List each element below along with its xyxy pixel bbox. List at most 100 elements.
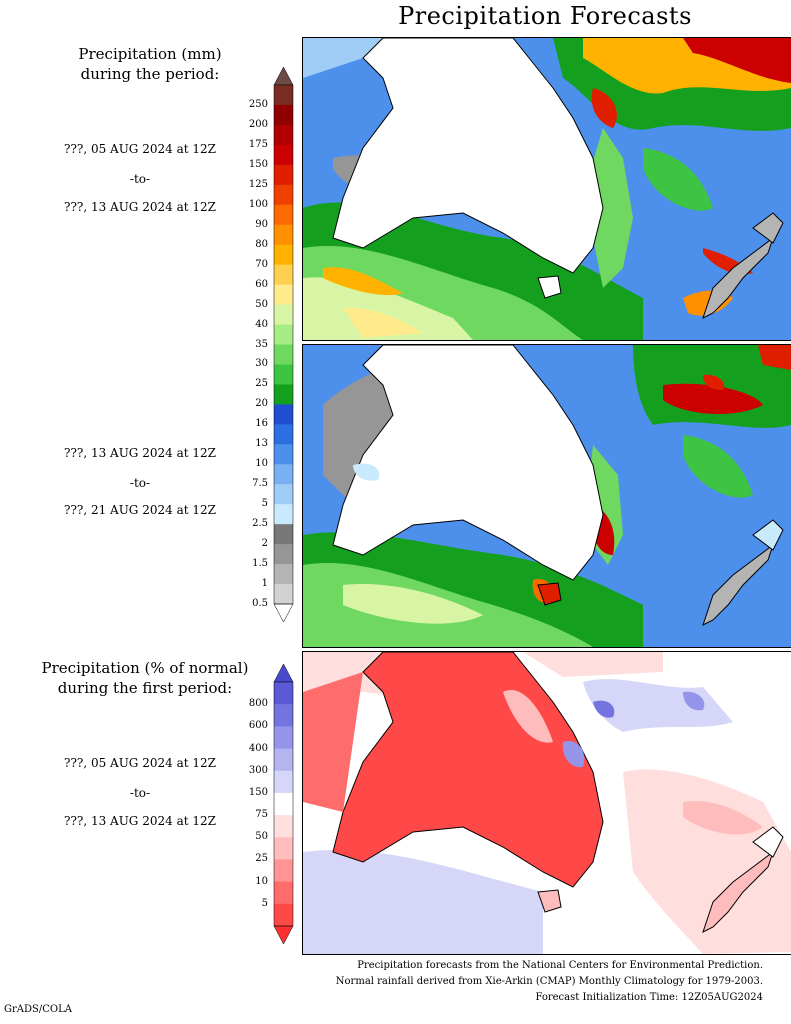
pct-colorbar-swatch — [274, 682, 293, 705]
mm-colorbar-label: 200 — [248, 118, 268, 130]
mm-colorbar-swatch — [274, 244, 293, 266]
mm-colorbar-swatch — [274, 124, 293, 146]
pct-colorbar-label: 400 — [248, 742, 268, 754]
pct-heading: Precipitation (% of normal) during the f… — [0, 658, 290, 698]
pct-colorbar-label: 5 — [261, 897, 268, 909]
mm-colorbar-swatch — [274, 85, 293, 106]
mm-colorbar-label: 100 — [248, 198, 268, 210]
credit: GrADS/COLA — [4, 1004, 72, 1015]
mm-colorbar-label: 50 — [255, 298, 268, 310]
pct-colorbar-label: 50 — [255, 831, 268, 843]
mm-colorbar-swatch — [274, 104, 293, 126]
footer-line1: Precipitation forecasts from the Nationa… — [357, 960, 763, 971]
mm-colorbar-swatch — [274, 284, 293, 306]
pct-colorbar-swatch — [274, 726, 293, 750]
pct-colorbar-label: 800 — [248, 698, 268, 710]
pct-colorbar-swatch — [274, 837, 293, 860]
mm-colorbar-label: 40 — [255, 318, 268, 330]
mm-colorbar-swatch — [274, 184, 293, 206]
pct-heading-line2: during the first period: — [57, 679, 233, 697]
mm-colorbar-swatch — [274, 344, 293, 365]
mm-colorbar-label: 16 — [255, 418, 268, 430]
pct-colorbar-bottom-arrow — [273, 925, 294, 945]
mm-colorbar-swatch — [274, 584, 293, 605]
mm-colorbar-label: 150 — [248, 158, 268, 170]
mm-colorbar-label: 2 — [261, 538, 268, 550]
mm-colorbar-label: 7.5 — [252, 478, 268, 490]
mm-colorbar-label: 70 — [255, 258, 268, 270]
mm-heading: Precipitation (mm) during the period: — [0, 44, 300, 84]
period1-start: ???, 05 AUG 2024 at 12Z — [64, 142, 216, 156]
mm-colorbar-label: 80 — [255, 238, 268, 250]
mm-colorbar-swatch — [274, 164, 293, 186]
pct-colorbar-label: 150 — [248, 786, 268, 798]
mm-colorbar-label: 60 — [255, 278, 268, 290]
mm-colorbar-label: 250 — [248, 98, 268, 110]
percent-normal-map — [302, 651, 791, 955]
mm-colorbar-swatch — [274, 444, 293, 465]
footer-line2: Normal rainfall derived from Xie-Arkin (… — [335, 976, 763, 987]
mm-colorbar-swatch — [274, 144, 293, 166]
mm-colorbar-swatch — [274, 464, 293, 485]
pct-colorbar-label: 10 — [255, 875, 268, 887]
mm-colorbar-label: 175 — [248, 138, 268, 150]
pct-colorbar-swatch — [274, 903, 293, 927]
period3-sep: -to- — [129, 786, 151, 800]
mm-colorbar-label: 0.5 — [252, 598, 268, 609]
period2-end: ???, 21 AUG 2024 at 12Z — [64, 503, 216, 517]
mm-colorbar-swatch — [274, 564, 293, 585]
mm-colorbar-label: 125 — [248, 178, 268, 190]
mm-colorbar-swatch — [274, 424, 293, 445]
footer-notes: Precipitation forecasts from the Nationa… — [336, 958, 763, 1006]
period3-end: ???, 13 AUG 2024 at 12Z — [64, 814, 216, 828]
precip-map-week1 — [302, 37, 791, 341]
mm-colorbar-swatch — [274, 524, 293, 545]
pct-colorbar-swatch — [274, 704, 293, 727]
page-title: Precipitation Forecasts — [398, 2, 692, 30]
pct-colorbar-swatch — [274, 881, 293, 905]
mm-colorbar-frame — [273, 84, 294, 605]
mm-colorbar-swatch — [274, 224, 293, 246]
mm-heading-line2: during the period: — [80, 65, 220, 83]
mm-colorbar-label: 20 — [255, 398, 268, 410]
mm-colorbar-label: 10 — [255, 458, 268, 470]
mm-colorbar-swatch — [274, 504, 293, 525]
period2-start: ???, 13 AUG 2024 at 12Z — [64, 446, 216, 460]
pct-colorbar-label: 75 — [255, 809, 268, 821]
period1-sep: -to- — [129, 172, 151, 186]
mm-colorbar-swatch — [274, 364, 293, 385]
mm-colorbar-label: 13 — [255, 438, 268, 450]
mm-colorbar-label: 1.5 — [252, 558, 268, 570]
mm-colorbar-swatch — [274, 304, 293, 326]
mm-colorbar-label: 30 — [255, 358, 268, 370]
mm-colorbar-label: 2.5 — [252, 518, 268, 530]
pct-colorbar-swatch — [274, 859, 293, 883]
pct-colorbar-label: 25 — [255, 853, 268, 865]
pct-colorbar-swatch — [274, 748, 293, 772]
mm-colorbar-label: 90 — [255, 218, 268, 230]
pct-colorbar-swatch — [274, 815, 293, 838]
pct-colorbar-top-arrow — [273, 663, 294, 683]
mm-colorbar-swatch — [274, 384, 293, 405]
footer-line3: Forecast Initialization Time: 12Z05AUG20… — [535, 992, 763, 1003]
mm-colorbar-swatch — [274, 404, 293, 425]
precip-map-week2 — [302, 344, 791, 648]
period3-start: ???, 05 AUG 2024 at 12Z — [64, 756, 216, 770]
pct-heading-line1: Precipitation (% of normal) — [41, 659, 249, 677]
pct-colorbar-swatch — [274, 792, 293, 816]
pct-colorbar-frame — [273, 681, 294, 927]
pct-colorbar-label: 600 — [248, 720, 268, 732]
mm-colorbar-swatch — [274, 324, 293, 345]
mm-colorbar-swatch — [274, 264, 293, 286]
mm-colorbar-swatch — [274, 484, 293, 505]
mm-colorbar-swatch — [274, 204, 293, 226]
mm-colorbar-swatch — [274, 544, 293, 565]
mm-colorbar-label: 1 — [261, 578, 268, 590]
period2-sep: -to- — [129, 476, 151, 490]
period1-end: ???, 13 AUG 2024 at 12Z — [64, 200, 216, 214]
mm-heading-line1: Precipitation (mm) — [78, 45, 222, 63]
mm-colorbar-label: 5 — [261, 498, 268, 510]
pct-colorbar-label: 300 — [248, 764, 268, 776]
